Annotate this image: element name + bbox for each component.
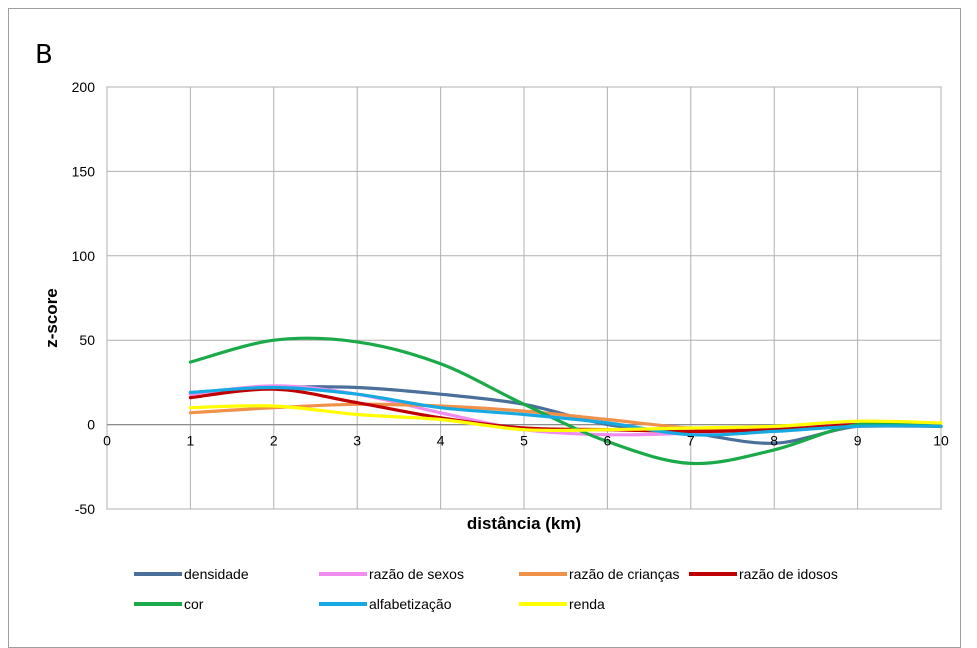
series-line <box>188 336 943 466</box>
y-tick-label: 200 <box>72 79 96 95</box>
legend-item: razão de sexos <box>319 566 464 582</box>
x-tick-label: 9 <box>854 433 862 449</box>
legend-label: razão de crianças <box>569 566 680 582</box>
x-tick-label: 4 <box>437 433 445 449</box>
legend-swatch <box>134 602 182 606</box>
legend-item: renda <box>519 596 605 612</box>
x-tick-label: 5 <box>520 433 528 449</box>
legend-swatch <box>319 572 367 576</box>
x-tick-label: 1 <box>187 433 195 449</box>
y-tick-label: 100 <box>72 248 96 264</box>
x-axis-title: distância (km) <box>467 514 581 533</box>
legend-label: densidade <box>184 566 249 582</box>
legend-label: renda <box>569 596 605 612</box>
legend-label: razão de sexos <box>369 566 464 582</box>
series-line <box>188 385 943 437</box>
line-chart: 200 150 100 50 0 -50 0 1 2 3 4 5 6 7 8 9 10 distância (km… <box>72 79 949 533</box>
y-tick-label: 0 <box>87 417 95 433</box>
series-line <box>188 404 943 433</box>
legend-item: razão de crianças <box>519 566 680 582</box>
legend-swatch <box>319 602 367 606</box>
legend-item: razão de idosos <box>689 566 838 582</box>
x-tick-label: 3 <box>353 433 361 449</box>
legend-swatch <box>519 572 567 576</box>
legend-item: cor <box>134 596 203 612</box>
panel-label: B <box>35 40 53 70</box>
chart-frame <box>8 8 961 648</box>
x-tick-label: 10 <box>933 433 949 449</box>
x-tick-label: 8 <box>770 433 778 449</box>
legend-label: razão de idosos <box>739 566 838 582</box>
y-tick-label: 50 <box>79 332 95 348</box>
y-tick-label: -50 <box>75 501 95 517</box>
x-tick-label: 0 <box>103 433 111 449</box>
legend-item: alfabetização <box>319 596 452 612</box>
x-tick-label: 7 <box>687 433 695 449</box>
legend-item: densidade <box>134 566 249 582</box>
legend-label: cor <box>184 596 204 612</box>
legend-label: alfabetização <box>369 596 452 612</box>
x-tick-label: 2 <box>270 433 278 449</box>
legend-swatch <box>689 572 737 576</box>
y-tick-label: 150 <box>72 163 96 179</box>
legend-swatch <box>134 572 182 576</box>
x-tick-label: 6 <box>604 433 612 449</box>
legend-swatch <box>519 602 567 606</box>
